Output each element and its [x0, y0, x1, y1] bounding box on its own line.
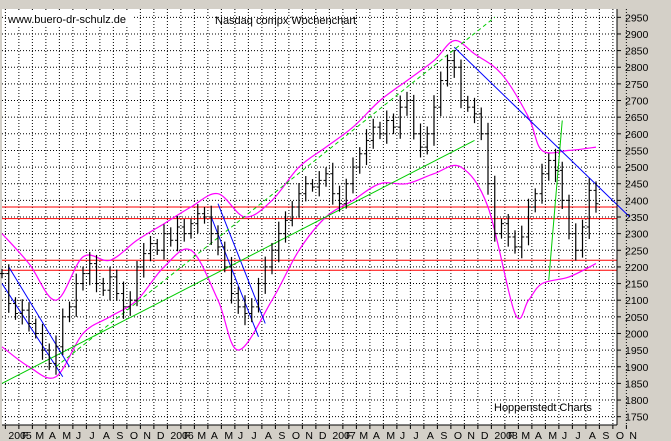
chart-title: Nasdaq compx Wochenchart: [215, 15, 356, 27]
trendline-blue: [217, 203, 266, 324]
series-layer: [1, 16, 631, 384]
watermark-box: [6, 12, 134, 26]
trendline-blue: [8, 266, 70, 368]
x-tick-label: J: [400, 430, 405, 441]
y-tick-label: 2950: [625, 12, 649, 24]
x-tick-label: A: [535, 430, 542, 441]
x-tick-label: O: [130, 430, 138, 441]
y-tick-label: 2900: [625, 29, 649, 41]
x-tick-label: A: [103, 430, 110, 441]
x-tick-label: J: [562, 430, 567, 441]
y-tick-label: 1750: [625, 412, 649, 424]
bollinger-upper: [1, 39, 597, 301]
source-label: Hoppenstedt Charts: [494, 402, 592, 414]
x-tick-label: A: [589, 430, 596, 441]
y-tick-label: 2000: [625, 328, 649, 340]
y-axis: 1750 1800 1850 1900 1950 2000 2050 2100 2150 2200…: [617, 12, 649, 424]
trendline-green: [548, 120, 563, 281]
y-tick-label: 2600: [625, 129, 649, 141]
y-tick-label: 2400: [625, 195, 649, 207]
trendline-blue: [453, 46, 631, 218]
x-tick-label: 2007: [332, 430, 356, 441]
x-tick-label: S: [602, 430, 609, 441]
x-tick-label: S: [116, 430, 123, 441]
y-tick-label: 2500: [625, 162, 649, 174]
y-tick-label: 1900: [625, 362, 649, 374]
x-tick-label: A: [427, 430, 434, 441]
y-tick-label: 2650: [625, 112, 649, 124]
x-tick-label: N: [143, 430, 151, 441]
x-tick-label: A: [211, 430, 218, 441]
x-tick-label: M: [224, 430, 233, 441]
x-tick-label: M: [35, 430, 44, 441]
y-tick-label: 1850: [625, 378, 649, 390]
y-tick-label: 2150: [625, 279, 649, 291]
watermark: www.buero-dr-schulz.de: [7, 14, 126, 26]
x-tick-label: F: [346, 430, 352, 441]
x-tick-label: O: [616, 430, 624, 441]
y-tick-label: 2550: [625, 145, 649, 157]
y-tick-label: 1950: [625, 345, 649, 357]
trendline-green: [55, 16, 496, 368]
x-tick-label: F: [184, 430, 190, 441]
x-tick-label: N: [305, 430, 313, 441]
x-tick-label: 2005: [8, 430, 32, 441]
x-tick-label: F: [22, 430, 28, 441]
x-tick-label: M: [548, 430, 557, 441]
x-tick-label: S: [440, 430, 447, 441]
y-tick-label: 2850: [625, 46, 649, 58]
x-tick-label: O: [454, 430, 462, 441]
x-tick-label: J: [575, 430, 580, 441]
x-tick-label: M: [521, 430, 530, 441]
x-tick-label: N: [467, 430, 475, 441]
trendline-blue: [1, 283, 64, 378]
y-tick-label: 2250: [625, 245, 649, 257]
x-tick-label: N: [629, 430, 637, 441]
x-tick-label: J: [89, 430, 94, 441]
y-tick-label: 2300: [625, 229, 649, 241]
x-tick-label: S: [278, 430, 285, 441]
y-tick-label: 2700: [625, 96, 649, 108]
x-tick-label: M: [197, 430, 206, 441]
x-tick-label: A: [265, 430, 272, 441]
x-tick-label: F: [508, 430, 514, 441]
y-tick-label: 2450: [625, 179, 649, 191]
x-tick-label: D: [481, 430, 489, 441]
price-bars: [0, 49, 599, 375]
x-tick-label: D: [157, 430, 165, 441]
y-tick-label: 2800: [625, 62, 649, 74]
y-tick-label: 2100: [625, 295, 649, 307]
x-tick-label: A: [373, 430, 380, 441]
x-tick-label: O: [292, 430, 300, 441]
x-tick-label: M: [62, 430, 71, 441]
x-tick-label: M: [359, 430, 368, 441]
bollinger-lower: [1, 164, 597, 379]
x-tick-label: M: [386, 430, 395, 441]
x-tick-label: J: [251, 430, 256, 441]
trendline-green: [1, 140, 475, 384]
y-tick-label: 2750: [625, 79, 649, 91]
x-tick-label: 2006: [170, 430, 194, 441]
x-tick-label: J: [76, 430, 81, 441]
y-tick-label: 2200: [625, 262, 649, 274]
x-tick-label: J: [413, 430, 418, 441]
trendline-blue: [210, 216, 259, 337]
y-tick-label: 2350: [625, 212, 649, 224]
x-tick-label: J: [238, 430, 243, 441]
y-tick-label: 1800: [625, 395, 649, 407]
x-tick-label: 2008: [494, 430, 518, 441]
x-tick-label: D: [319, 430, 327, 441]
x-tick-label: A: [49, 430, 56, 441]
y-tick-label: 2050: [625, 312, 649, 324]
